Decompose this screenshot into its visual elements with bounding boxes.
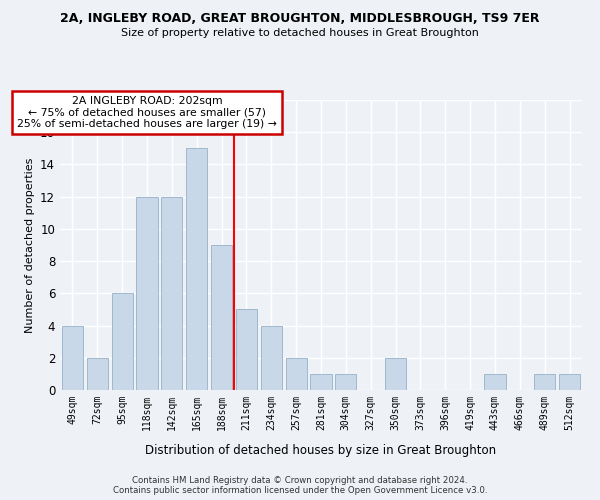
Bar xyxy=(261,326,282,390)
Bar xyxy=(335,374,356,390)
Bar xyxy=(211,245,232,390)
Bar xyxy=(286,358,307,390)
Bar xyxy=(236,310,257,390)
Text: 2A, INGLEBY ROAD, GREAT BROUGHTON, MIDDLESBROUGH, TS9 7ER: 2A, INGLEBY ROAD, GREAT BROUGHTON, MIDDL… xyxy=(60,12,540,26)
Bar xyxy=(87,358,108,390)
Bar xyxy=(385,358,406,390)
Bar xyxy=(161,196,182,390)
Y-axis label: Number of detached properties: Number of detached properties xyxy=(25,158,35,332)
Bar xyxy=(310,374,332,390)
Bar xyxy=(112,294,133,390)
Bar xyxy=(136,196,158,390)
Bar xyxy=(534,374,555,390)
Text: 2A INGLEBY ROAD: 202sqm
← 75% of detached houses are smaller (57)
25% of semi-de: 2A INGLEBY ROAD: 202sqm ← 75% of detache… xyxy=(17,96,277,130)
Bar xyxy=(484,374,506,390)
X-axis label: Distribution of detached houses by size in Great Broughton: Distribution of detached houses by size … xyxy=(145,444,497,457)
Text: Contains HM Land Registry data © Crown copyright and database right 2024.: Contains HM Land Registry data © Crown c… xyxy=(132,476,468,485)
Bar xyxy=(62,326,83,390)
Bar xyxy=(186,148,207,390)
Text: Contains public sector information licensed under the Open Government Licence v3: Contains public sector information licen… xyxy=(113,486,487,495)
Text: Size of property relative to detached houses in Great Broughton: Size of property relative to detached ho… xyxy=(121,28,479,38)
Bar xyxy=(559,374,580,390)
